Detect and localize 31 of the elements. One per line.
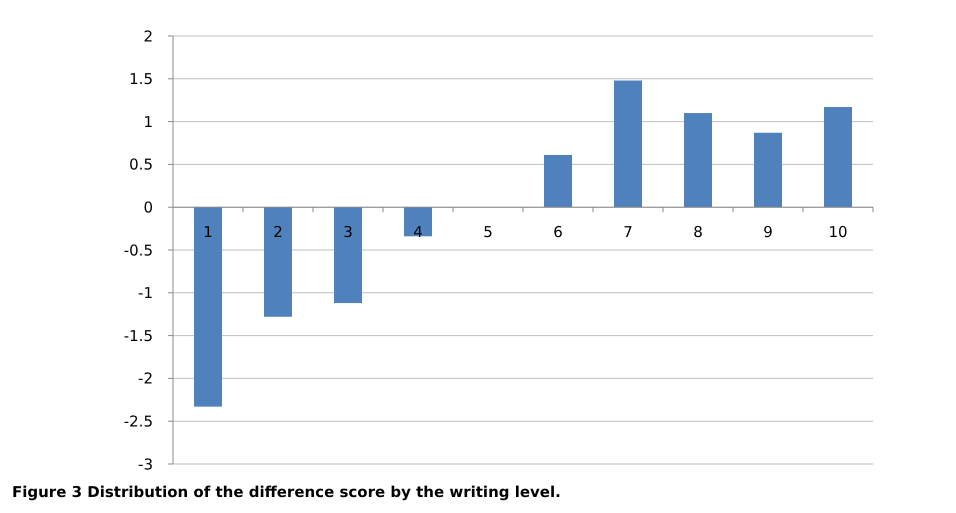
bar <box>614 80 642 208</box>
y-tick-label: 0.5 <box>129 156 153 174</box>
y-tick-label: 0 <box>143 198 153 216</box>
y-tick-label: -2 <box>138 370 153 388</box>
bar <box>684 113 712 208</box>
bar <box>264 207 292 317</box>
bar <box>754 132 782 208</box>
x-tick-label: 7 <box>623 223 633 242</box>
x-tick-label: 9 <box>763 223 773 242</box>
bar <box>544 154 572 208</box>
x-tick-label: 5 <box>483 223 493 242</box>
y-tick-label: 1.5 <box>129 70 153 88</box>
bar <box>194 207 222 407</box>
y-tick-label: -0.5 <box>124 241 153 260</box>
x-tick-label: 2 <box>273 223 283 242</box>
x-tick-label: 4 <box>413 223 423 242</box>
caption: Figure 3 Distribution of the difference score by the writing level. <box>12 483 561 501</box>
y-tick-label: -1.5 <box>124 326 153 345</box>
bar <box>824 107 852 208</box>
x-tick-label: 1 <box>203 223 213 242</box>
x-tick-label: 6 <box>553 223 563 242</box>
y-tick-label: -1 <box>138 284 153 302</box>
x-tick-label: 3 <box>343 223 353 242</box>
x-tick-label: 8 <box>693 223 703 242</box>
y-tick-label: -2.5 <box>124 412 153 430</box>
bar <box>334 207 362 304</box>
x-tick-label: 10 <box>828 223 848 242</box>
y-tick-label: -3 <box>138 455 153 474</box>
y-tick-label: 1 <box>143 112 153 131</box>
bar <box>404 207 432 236</box>
y-tick-label: 2 <box>143 27 153 46</box>
